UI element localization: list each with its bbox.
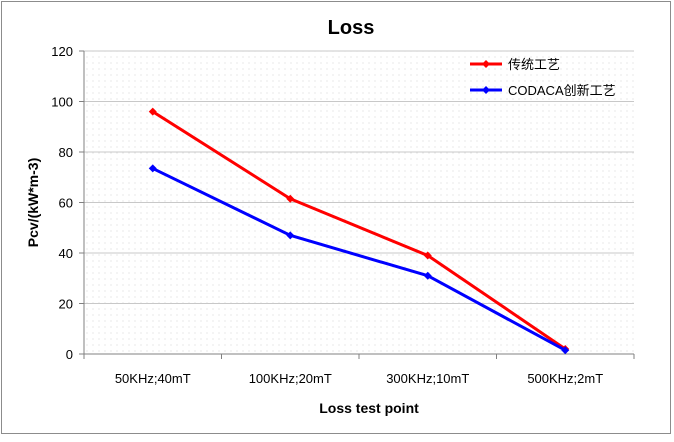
x-axis-label: Loss test point bbox=[319, 400, 419, 416]
data-point bbox=[423, 271, 432, 280]
y-tick-label: 40 bbox=[59, 246, 73, 261]
legend-marker bbox=[482, 86, 490, 94]
axes bbox=[79, 50, 635, 359]
series-lines bbox=[148, 107, 570, 355]
data-point bbox=[286, 194, 295, 203]
chart-border bbox=[1, 1, 671, 434]
y-axis-label: Pcv/(kW*m-3) bbox=[25, 158, 41, 247]
data-point bbox=[286, 231, 295, 240]
series-line-2 bbox=[152, 167, 566, 352]
x-tick-label: 100KHz;20mT bbox=[249, 371, 332, 386]
legend-label: 传统工艺 bbox=[508, 57, 560, 72]
grid-lines bbox=[84, 50, 634, 304]
series-line-1 bbox=[151, 110, 567, 351]
y-tick-label: 0 bbox=[66, 347, 73, 362]
y-tick-label: 80 bbox=[59, 145, 73, 160]
legend-label: CODACA创新工艺 bbox=[508, 83, 616, 98]
data-point bbox=[561, 346, 570, 355]
y-tick-label: 100 bbox=[51, 95, 73, 110]
y-tick-label: 20 bbox=[59, 297, 73, 312]
data-point bbox=[423, 251, 432, 260]
x-tick-label: 50KHz;40mT bbox=[115, 371, 191, 386]
y-tick-label: 60 bbox=[59, 196, 73, 211]
x-tick-label: 500KHz;2mT bbox=[527, 371, 603, 386]
y-tick-label: 120 bbox=[51, 44, 73, 59]
data-point bbox=[148, 164, 157, 173]
data-point bbox=[148, 107, 157, 116]
x-tick-label: 300KHz;10mT bbox=[386, 371, 469, 386]
chart-title: Loss bbox=[328, 17, 375, 39]
legend-marker bbox=[482, 60, 490, 68]
legend: 传统工艺 CODACA创新工艺 bbox=[470, 57, 616, 98]
